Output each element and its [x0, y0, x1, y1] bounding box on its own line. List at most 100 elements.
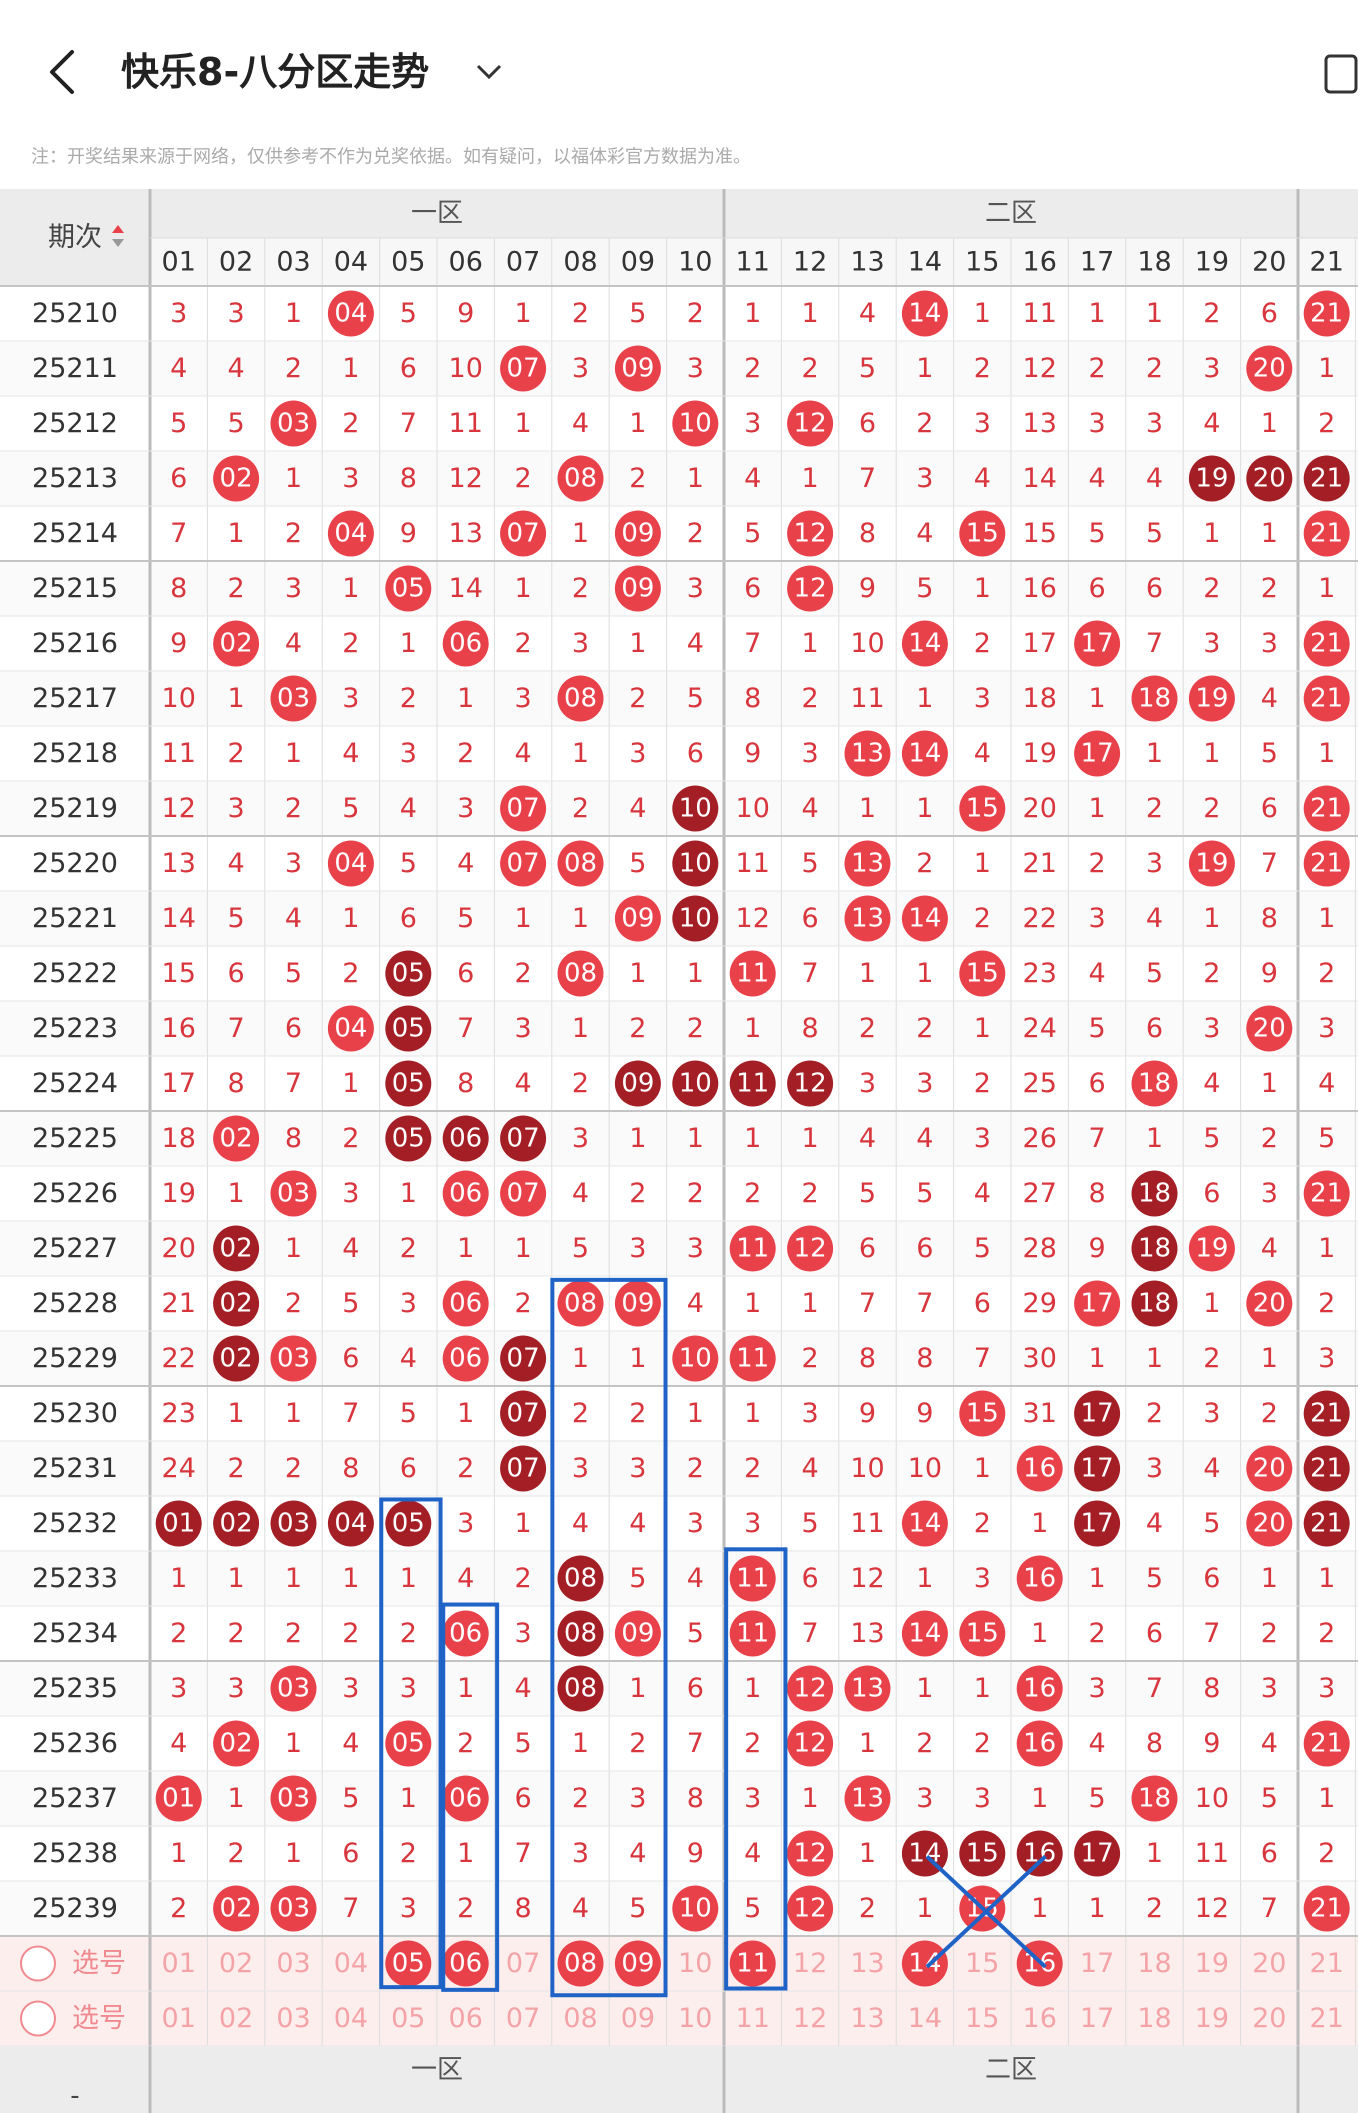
select-number[interactable]: 12	[793, 1948, 827, 1979]
hit-number: 17	[1081, 629, 1114, 659]
miss-count: 2	[916, 848, 933, 879]
select-radio[interactable]	[20, 2000, 56, 2037]
miss-count: 2	[228, 573, 245, 604]
select-number[interactable]: 10	[678, 2003, 712, 2034]
selected-ball[interactable]	[442, 1940, 489, 1987]
select-number[interactable]: 21	[1310, 2003, 1344, 2034]
hit-number: 15	[966, 794, 999, 824]
hit-number: 09	[621, 1069, 654, 1099]
miss-count: 2	[285, 353, 302, 384]
select-number[interactable]: 19	[1195, 2003, 1229, 2034]
miss-count: 3	[916, 1783, 933, 1814]
selected-ball[interactable]	[614, 1940, 661, 1987]
select-number[interactable]: 20	[1252, 1948, 1286, 1979]
select-number[interactable]: 15	[965, 1948, 999, 1979]
miss-count: 9	[1089, 1233, 1106, 1264]
select-number[interactable]: 04	[334, 1948, 368, 1979]
selected-ball[interactable]	[557, 1940, 604, 1987]
select-number[interactable]: 01	[162, 1948, 196, 1979]
miss-count: 7	[1261, 848, 1278, 879]
hit-number: 19	[1195, 684, 1228, 714]
select-number[interactable]: 18	[1137, 1948, 1171, 1979]
select-number[interactable]: 14	[908, 2003, 942, 2034]
menu-icon[interactable]	[1324, 54, 1358, 94]
miss-count: 1	[1203, 738, 1220, 769]
select-number[interactable]: 05	[391, 2003, 425, 2034]
miss-count: 1	[515, 298, 532, 329]
select-number[interactable]: 12	[793, 2003, 827, 2034]
selected-ball[interactable]	[729, 1940, 776, 1987]
miss-count: 1	[859, 793, 876, 824]
hit-number: 03	[277, 1509, 310, 1539]
select-number[interactable]: 16	[1023, 2003, 1057, 2034]
hit-number: 16	[1023, 1564, 1056, 1594]
issue-number: 25214	[32, 518, 118, 549]
hit-number: 21	[1310, 1399, 1343, 1429]
select-number[interactable]: 03	[276, 2003, 310, 2034]
select-number[interactable]: 13	[850, 1948, 884, 1979]
hit-ball	[385, 1115, 432, 1162]
dropdown-toggle[interactable]	[476, 64, 502, 80]
sort-desc[interactable]	[112, 239, 124, 247]
select-number[interactable]: 19	[1195, 1948, 1229, 1979]
select-number[interactable]: 18	[1137, 2003, 1171, 2034]
miss-count: 3	[687, 573, 704, 604]
miss-count: 11	[736, 848, 770, 879]
miss-count: 3	[228, 298, 245, 329]
miss-count: 4	[1089, 958, 1106, 989]
sort-asc[interactable]	[112, 225, 124, 233]
select-number[interactable]: 11	[736, 2003, 770, 2034]
miss-count: 4	[1203, 1453, 1220, 1484]
hit-number: 09	[621, 574, 654, 604]
select-number[interactable]: 09	[621, 2003, 655, 2034]
miss-count: 9	[1261, 958, 1278, 989]
select-number[interactable]: 02	[219, 1948, 253, 1979]
select-number[interactable]: 17	[1080, 2003, 1114, 2034]
miss-count: 2	[802, 1343, 819, 1374]
select-number[interactable]: 07	[506, 2003, 540, 2034]
miss-count: 2	[572, 793, 589, 824]
hit-ball	[787, 1060, 834, 1107]
select-number[interactable]: 06	[449, 2003, 483, 2034]
miss-count: 5	[342, 793, 359, 824]
hit-number: 10	[679, 1344, 712, 1374]
select-number[interactable]: 01	[162, 2003, 196, 2034]
select-number[interactable]: 15	[965, 2003, 999, 2034]
miss-count: 3	[342, 1673, 359, 1704]
miss-count: 1	[629, 1123, 646, 1154]
miss-count: 7	[342, 1398, 359, 1429]
miss-count: 5	[629, 298, 646, 329]
select-number[interactable]: 13	[850, 2003, 884, 2034]
miss-count: 2	[802, 683, 819, 714]
select-number[interactable]: 10	[678, 1948, 712, 1979]
selected-ball[interactable]	[901, 1940, 948, 1987]
select-number[interactable]: 20	[1252, 2003, 1286, 2034]
hit-ball	[1074, 620, 1121, 667]
miss-count: 6	[974, 1288, 991, 1319]
select-number[interactable]: 07	[506, 1948, 540, 1979]
miss-count: 1	[1261, 1068, 1278, 1099]
select-radio[interactable]	[20, 1945, 56, 1982]
miss-count: 1	[285, 1563, 302, 1594]
select-number[interactable]: 17	[1080, 1948, 1114, 1979]
column-number: 20	[1252, 247, 1286, 278]
hit-ball	[442, 1610, 489, 1657]
select-number[interactable]: 04	[334, 2003, 368, 2034]
hit-number: 10	[679, 1069, 712, 1099]
back-button[interactable]	[50, 50, 74, 94]
select-number[interactable]: 08	[563, 2003, 597, 2034]
miss-count: 14	[162, 903, 196, 934]
miss-count: 5	[1203, 1508, 1220, 1539]
select-number[interactable]: 03	[276, 1948, 310, 1979]
miss-count: 3	[629, 1453, 646, 1484]
hit-ball	[1303, 290, 1350, 337]
hit-number: 05	[392, 1069, 425, 1099]
miss-count: 1	[572, 903, 589, 934]
hit-ball	[614, 345, 661, 392]
miss-count: 1	[629, 628, 646, 659]
select-number[interactable]: 21	[1310, 1948, 1344, 1979]
miss-count: 7	[744, 628, 761, 659]
select-number[interactable]: 02	[219, 2003, 253, 2034]
selected-ball[interactable]	[385, 1940, 432, 1987]
miss-count: 4	[285, 628, 302, 659]
